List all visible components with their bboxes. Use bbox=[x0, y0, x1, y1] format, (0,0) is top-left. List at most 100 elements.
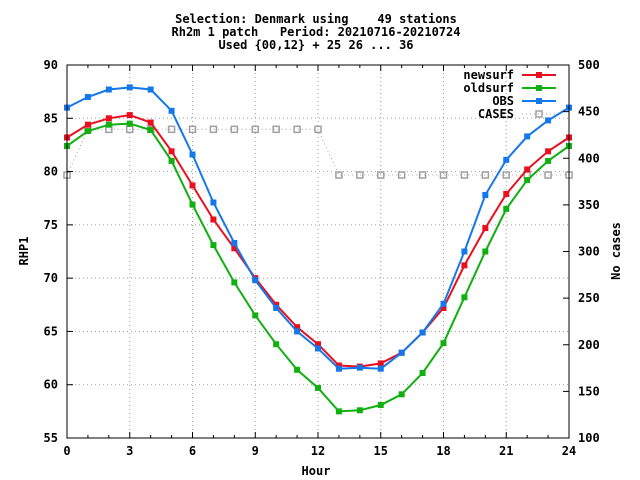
data-point-obs bbox=[398, 349, 405, 356]
data-point-obs bbox=[335, 365, 342, 372]
x-tick-label: 18 bbox=[436, 444, 450, 458]
legend-marker bbox=[536, 98, 542, 104]
y2-tick-label: 350 bbox=[578, 198, 600, 212]
data-point-cases bbox=[167, 125, 176, 134]
data-point-obs bbox=[210, 199, 217, 206]
data-point-obs bbox=[252, 277, 259, 284]
data-point-obs bbox=[377, 365, 384, 372]
data-point-cases bbox=[356, 171, 364, 179]
legend-label: CASES bbox=[478, 107, 514, 121]
data-point-obs bbox=[524, 133, 531, 140]
data-point-cases bbox=[544, 171, 552, 179]
data-point-oldsurf bbox=[545, 157, 552, 164]
y2-tick-label: 150 bbox=[578, 384, 600, 398]
data-point-newsurf bbox=[294, 324, 301, 331]
title-line-1: Selection: Denmark using 49 stations bbox=[175, 12, 457, 26]
legend-label: oldsurf bbox=[463, 81, 514, 95]
data-point-newsurf bbox=[84, 121, 91, 128]
x-axis-label: Hour bbox=[302, 464, 331, 478]
data-point-oldsurf bbox=[377, 401, 384, 408]
x-tick-label: 3 bbox=[126, 444, 133, 458]
y-tick-label: 70 bbox=[44, 271, 58, 285]
y2-tick-label: 450 bbox=[578, 105, 600, 119]
series-line-cases bbox=[66, 128, 569, 176]
data-point-oldsurf bbox=[503, 205, 510, 212]
y2-axis-label: No cases bbox=[609, 222, 623, 280]
y-tick-label: 75 bbox=[44, 218, 58, 232]
data-point-obs bbox=[356, 364, 363, 371]
x-tick-label: 6 bbox=[189, 444, 196, 458]
data-point-newsurf bbox=[377, 360, 384, 367]
data-point-cases bbox=[502, 171, 510, 179]
data-point-obs bbox=[461, 248, 468, 255]
data-point-cases bbox=[188, 125, 197, 134]
x-tick-label: 0 bbox=[63, 444, 70, 458]
data-point-cases bbox=[335, 171, 343, 179]
data-point-obs bbox=[147, 86, 154, 93]
data-point-newsurf bbox=[126, 112, 133, 119]
data-point-oldsurf bbox=[231, 279, 238, 286]
data-point-cases bbox=[397, 171, 406, 179]
data-point-cases bbox=[377, 171, 385, 179]
data-point-newsurf bbox=[105, 115, 112, 122]
data-point-oldsurf bbox=[482, 248, 489, 255]
y-tick-label: 85 bbox=[44, 111, 58, 125]
data-point-obs bbox=[126, 84, 133, 91]
data-point-newsurf bbox=[168, 148, 175, 155]
y2-tick-label: 300 bbox=[578, 245, 600, 259]
data-point-obs bbox=[503, 156, 510, 163]
data-point-newsurf bbox=[315, 341, 321, 348]
data-point-oldsurf bbox=[168, 157, 175, 164]
x-tick-label: 9 bbox=[252, 444, 259, 458]
x-tick-label: 15 bbox=[374, 444, 388, 458]
y2-tick-label: 500 bbox=[578, 58, 600, 72]
data-point-oldsurf bbox=[252, 312, 259, 319]
x-tick-label: 21 bbox=[499, 444, 513, 458]
y-tick-label: 60 bbox=[44, 378, 58, 392]
series-oldsurf bbox=[64, 120, 572, 415]
data-point-obs bbox=[273, 304, 280, 311]
data-point-oldsurf bbox=[210, 242, 217, 249]
data-point-oldsurf bbox=[294, 366, 301, 373]
legend-marker bbox=[535, 110, 543, 118]
x-tick-label: 12 bbox=[311, 444, 325, 458]
data-point-cases bbox=[314, 125, 322, 134]
series-line-newsurf bbox=[66, 114, 570, 368]
y2-tick-label: 100 bbox=[578, 431, 600, 445]
data-point-newsurf bbox=[482, 225, 489, 232]
title-line-2: Rh2m 1 patch Period: 20210716-20210724 bbox=[172, 25, 461, 39]
y-tick-label: 80 bbox=[44, 165, 58, 179]
ticks: 0 3 6 9 12 15 18 21 24 55 60 65 70 75 80 85 90 100 150 200 2… bbox=[44, 58, 600, 458]
data-point-obs bbox=[482, 192, 489, 199]
data-point-newsurf bbox=[440, 304, 447, 311]
data-point-obs bbox=[231, 239, 238, 246]
y2-tick-label: 200 bbox=[578, 338, 600, 352]
data-point-oldsurf bbox=[524, 177, 531, 184]
data-point-newsurf bbox=[231, 245, 238, 252]
data-point-oldsurf bbox=[398, 391, 405, 398]
data-point-newsurf bbox=[273, 301, 280, 308]
data-point-obs bbox=[105, 86, 112, 93]
data-point-newsurf bbox=[189, 182, 196, 189]
data-point-obs bbox=[84, 93, 91, 100]
data-point-obs bbox=[440, 300, 447, 307]
data-point-oldsurf bbox=[315, 384, 321, 391]
data-point-oldsurf bbox=[440, 340, 447, 347]
data-point-obs bbox=[419, 329, 426, 336]
data-point-cases bbox=[460, 171, 469, 179]
legend-label: OBS bbox=[492, 94, 514, 108]
data-point-oldsurf bbox=[335, 408, 342, 415]
data-point-oldsurf bbox=[105, 121, 112, 128]
data-point-cases bbox=[418, 171, 427, 179]
legend-entry-newsurf: newsurf bbox=[463, 68, 556, 82]
legend-label: newsurf bbox=[463, 68, 514, 82]
data-point-obs bbox=[189, 151, 196, 158]
legend-marker bbox=[536, 85, 542, 91]
data-point-oldsurf bbox=[84, 128, 91, 135]
data-point-newsurf bbox=[147, 119, 154, 126]
data-point-newsurf bbox=[524, 166, 531, 173]
series-obs bbox=[64, 84, 572, 372]
data-point-cases bbox=[272, 125, 280, 134]
data-point-newsurf bbox=[545, 148, 552, 155]
